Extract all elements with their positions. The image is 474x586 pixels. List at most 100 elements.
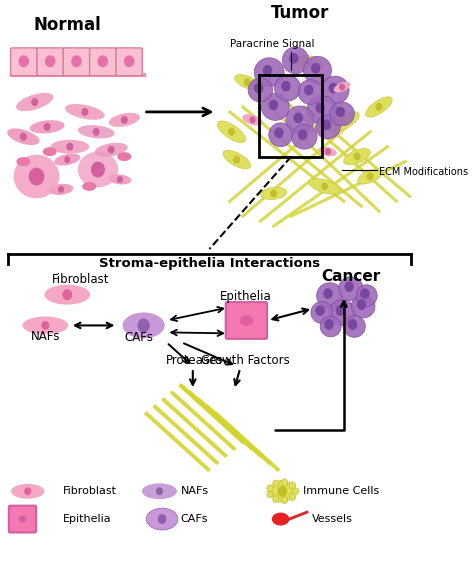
- Circle shape: [18, 55, 29, 67]
- Ellipse shape: [272, 513, 290, 526]
- Text: Proteases: Proteases: [166, 354, 223, 367]
- Text: Stroma-epithelia Interactions: Stroma-epithelia Interactions: [99, 257, 320, 270]
- Circle shape: [270, 189, 277, 197]
- Text: NAFs: NAFs: [30, 330, 60, 343]
- Ellipse shape: [338, 277, 363, 301]
- Circle shape: [345, 282, 354, 292]
- Text: Cancer: Cancer: [321, 270, 381, 284]
- Text: CAFs: CAFs: [181, 514, 208, 524]
- Ellipse shape: [16, 157, 30, 166]
- Circle shape: [82, 108, 88, 116]
- Circle shape: [91, 162, 105, 178]
- Ellipse shape: [292, 124, 317, 149]
- Ellipse shape: [295, 55, 323, 69]
- Text: Immune Cells: Immune Cells: [303, 486, 380, 496]
- Circle shape: [294, 113, 302, 123]
- Ellipse shape: [303, 56, 331, 84]
- Circle shape: [348, 319, 357, 329]
- Ellipse shape: [334, 81, 350, 93]
- FancyBboxPatch shape: [116, 48, 142, 76]
- Ellipse shape: [78, 152, 118, 188]
- Circle shape: [24, 488, 31, 495]
- Circle shape: [329, 83, 337, 93]
- Circle shape: [375, 103, 383, 111]
- Ellipse shape: [311, 302, 333, 323]
- Ellipse shape: [286, 106, 314, 134]
- Circle shape: [267, 491, 273, 498]
- FancyBboxPatch shape: [64, 48, 90, 76]
- Circle shape: [336, 305, 345, 315]
- Ellipse shape: [218, 121, 246, 142]
- Ellipse shape: [317, 282, 343, 309]
- Ellipse shape: [254, 58, 284, 87]
- Text: Fibroblast: Fibroblast: [63, 486, 117, 496]
- Ellipse shape: [82, 182, 96, 191]
- Circle shape: [273, 480, 279, 487]
- Circle shape: [117, 176, 123, 183]
- Text: Epithelia: Epithelia: [219, 290, 271, 303]
- Ellipse shape: [272, 481, 293, 502]
- Text: NAFs: NAFs: [181, 486, 209, 496]
- Circle shape: [311, 63, 320, 73]
- Ellipse shape: [11, 484, 45, 499]
- Circle shape: [290, 53, 298, 63]
- Circle shape: [228, 128, 235, 136]
- Ellipse shape: [109, 175, 131, 185]
- Ellipse shape: [283, 47, 309, 74]
- Ellipse shape: [146, 508, 178, 530]
- Circle shape: [71, 55, 82, 67]
- Text: Fibroblast: Fibroblast: [52, 273, 109, 286]
- Circle shape: [292, 488, 299, 495]
- Ellipse shape: [7, 128, 39, 145]
- Ellipse shape: [274, 75, 301, 101]
- Ellipse shape: [328, 112, 359, 132]
- Circle shape: [325, 319, 333, 329]
- Circle shape: [273, 496, 279, 502]
- Circle shape: [108, 146, 115, 154]
- Circle shape: [121, 116, 128, 124]
- FancyBboxPatch shape: [226, 302, 267, 339]
- Ellipse shape: [351, 295, 375, 318]
- Circle shape: [325, 148, 331, 155]
- Circle shape: [282, 81, 290, 91]
- Circle shape: [354, 152, 361, 161]
- Ellipse shape: [343, 315, 365, 338]
- Ellipse shape: [235, 74, 260, 90]
- Ellipse shape: [319, 147, 337, 156]
- Circle shape: [263, 65, 272, 75]
- Circle shape: [58, 186, 64, 193]
- Ellipse shape: [109, 113, 140, 127]
- Circle shape: [269, 100, 278, 110]
- Ellipse shape: [261, 94, 290, 120]
- Circle shape: [361, 289, 369, 299]
- Circle shape: [274, 128, 283, 138]
- Ellipse shape: [117, 152, 131, 161]
- Text: ECM Modifications: ECM Modifications: [379, 166, 468, 176]
- Ellipse shape: [320, 316, 341, 337]
- Circle shape: [254, 83, 263, 93]
- Ellipse shape: [260, 188, 287, 199]
- Ellipse shape: [223, 151, 250, 169]
- Circle shape: [44, 123, 51, 131]
- Bar: [259, 75, 322, 156]
- Ellipse shape: [240, 315, 253, 326]
- Ellipse shape: [123, 312, 164, 338]
- Circle shape: [45, 55, 55, 67]
- Circle shape: [124, 55, 135, 67]
- FancyBboxPatch shape: [9, 506, 36, 533]
- Circle shape: [324, 289, 332, 299]
- Circle shape: [316, 103, 325, 113]
- Ellipse shape: [298, 80, 323, 104]
- Ellipse shape: [269, 123, 292, 146]
- Circle shape: [64, 156, 70, 163]
- Text: Vessels: Vessels: [312, 514, 353, 524]
- Ellipse shape: [45, 285, 90, 305]
- Ellipse shape: [14, 155, 59, 198]
- Text: Epithelia: Epithelia: [63, 514, 111, 524]
- Text: CAFs: CAFs: [125, 331, 154, 344]
- Ellipse shape: [356, 285, 377, 306]
- Text: Tumor: Tumor: [271, 4, 329, 22]
- Circle shape: [321, 182, 328, 190]
- Circle shape: [357, 299, 366, 309]
- Ellipse shape: [330, 102, 355, 126]
